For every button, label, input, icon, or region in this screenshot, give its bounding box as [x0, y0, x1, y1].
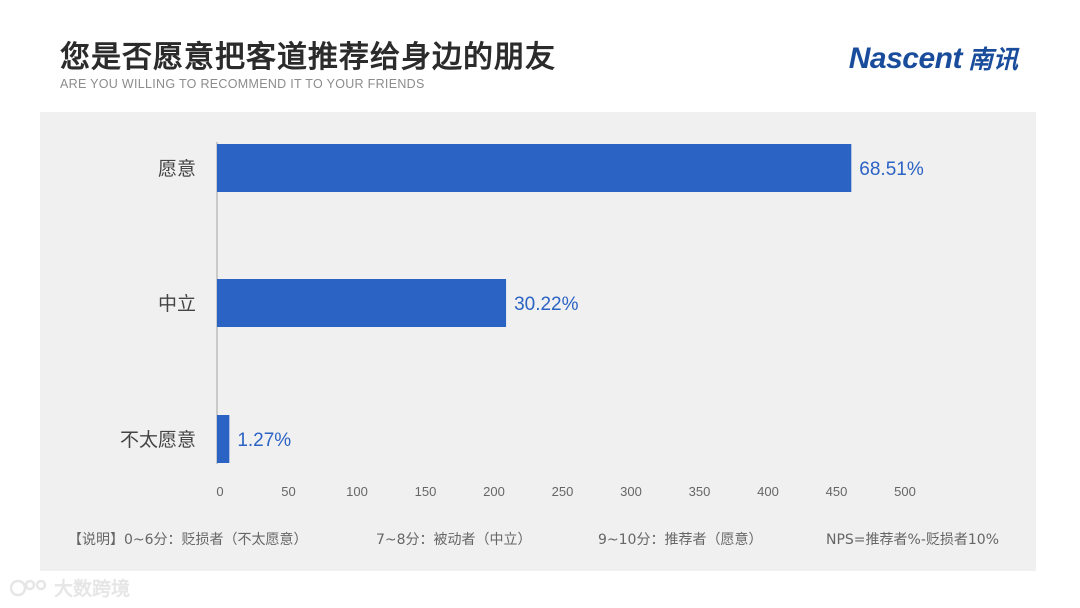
- x-tick-label-2: 100: [346, 484, 368, 499]
- category-label-0: 愿意: [158, 158, 196, 180]
- page-title: 您是否愿意把客道推荐给身边的朋友: [60, 40, 556, 75]
- legend-promoter: 9~10分：推荐者（愿意）: [598, 532, 763, 548]
- x-tick-label-10: 500: [894, 484, 916, 499]
- legend-passive: 7~8分：被动者（中立）: [376, 532, 532, 548]
- logo-text-cn: 南讯: [967, 45, 1018, 74]
- logo-text-en: Nascent: [848, 42, 963, 75]
- x-tick-label-3: 150: [415, 484, 437, 499]
- bar-0: [217, 144, 852, 192]
- x-tick-label-8: 400: [757, 484, 779, 499]
- page-subtitle: ARE YOU WILLING TO RECOMMEND IT TO YOUR …: [60, 77, 425, 91]
- x-tick-label-7: 350: [689, 484, 711, 499]
- watermark-text: 大数跨境: [54, 578, 131, 600]
- value-label-0: 68.51%: [859, 159, 924, 180]
- value-label-1: 30.22%: [514, 294, 579, 315]
- watermark-logo-icon: [10, 579, 47, 596]
- x-tick-label-4: 200: [483, 484, 505, 499]
- brand-logo: Nascent 南讯: [849, 40, 1018, 76]
- x-tick-label-5: 250: [552, 484, 574, 499]
- x-tick-label-9: 450: [826, 484, 848, 499]
- bar-2: [217, 415, 230, 463]
- bar-1: [217, 279, 507, 327]
- x-tick-label-6: 300: [620, 484, 642, 499]
- category-label-1: 中立: [158, 293, 196, 315]
- x-tick-label-1: 50: [281, 484, 295, 499]
- x-tick-label-0: 0: [216, 484, 223, 499]
- legend-detractor: 【说明】0~6分：贬损者（不太愿意）: [68, 532, 308, 548]
- watermark: 大数跨境: [10, 574, 130, 601]
- bar-chart: 愿意 68.51% 中立 30.22% 不太愿意 1.27% 0 50 100 150 200 250…: [120, 142, 924, 499]
- chart-panel: 愿意 68.51% 中立 30.22% 不太愿意 1.27% 0 50 100 150 200 250…: [40, 112, 1036, 571]
- category-label-2: 不太愿意: [120, 429, 196, 451]
- legend-nps-formula: NPS=推荐者%-贬损者10%: [826, 532, 1000, 548]
- value-label-2: 1.27%: [237, 430, 291, 451]
